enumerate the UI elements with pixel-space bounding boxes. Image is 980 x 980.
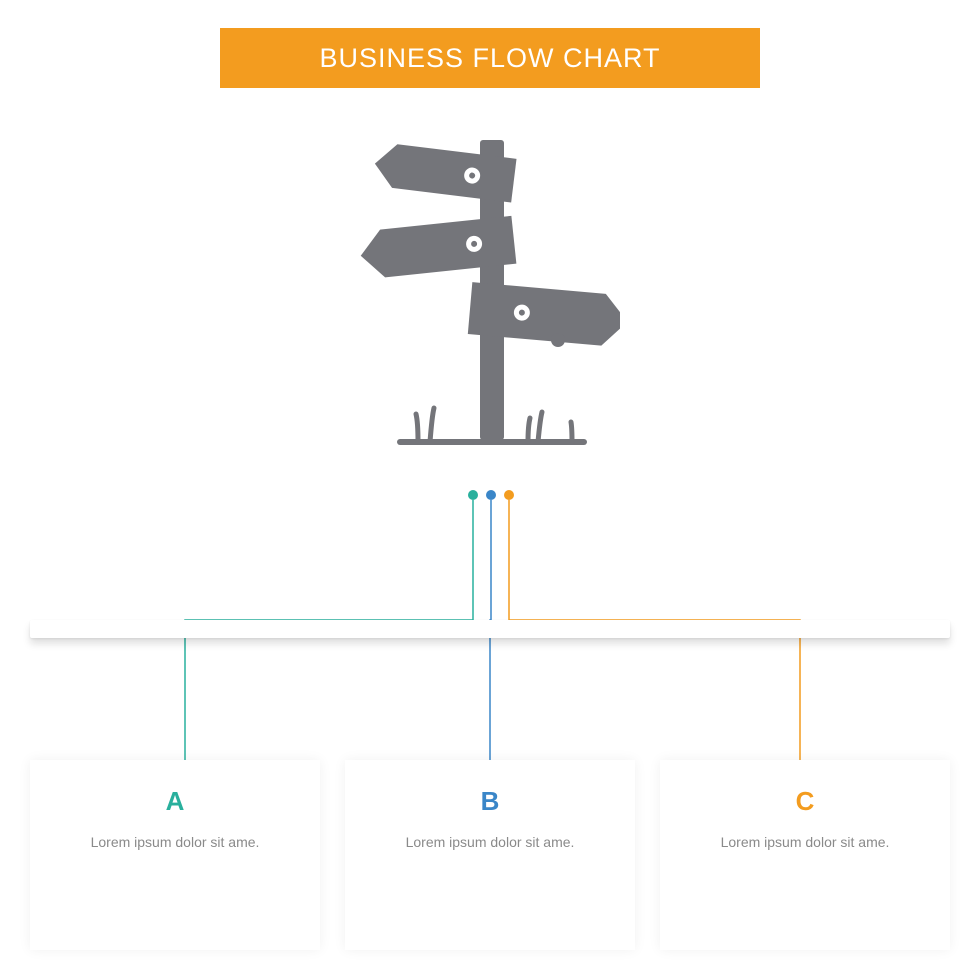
- card-letter: C: [682, 786, 928, 817]
- signpost-icon: [360, 130, 620, 470]
- card-b: B Lorem ipsum dolor sit ame.: [345, 760, 635, 950]
- shelf-bar: [30, 612, 950, 646]
- card-body: Lorem ipsum dolor sit ame.: [367, 831, 613, 853]
- header-title: Business Flow Chart: [319, 43, 660, 74]
- card-body: Lorem ipsum dolor sit ame.: [682, 831, 928, 853]
- card-c: C Lorem ipsum dolor sit ame.: [660, 760, 950, 950]
- card-a: A Lorem ipsum dolor sit ame.: [30, 760, 320, 950]
- card-body: Lorem ipsum dolor sit ame.: [52, 831, 298, 853]
- cards-row: A Lorem ipsum dolor sit ame. B Lorem ipsum …: [30, 760, 950, 950]
- card-letter: B: [367, 786, 613, 817]
- card-letter: A: [52, 786, 298, 817]
- header-band: Business Flow Chart: [220, 28, 760, 88]
